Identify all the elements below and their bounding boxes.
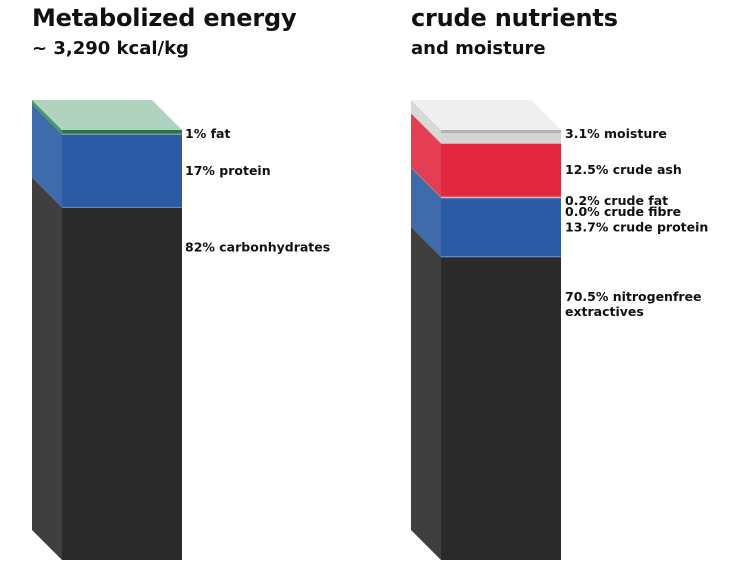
bar-side-3-1-moisture: [411, 100, 441, 144]
bar-top-edge: [62, 130, 182, 133]
bar-front-13-7-crude-protein: [441, 197, 561, 257]
nutrients-stacked-column: 70.5% nitrogenfree extractives 13.7% crude…: [411, 100, 708, 560]
segment-label-12-5-crude-ash: 12.5% crude ash: [565, 162, 682, 177]
segment-label-3-1-moisture: 3.1% moisture: [565, 126, 667, 141]
bar-side-13-7-crude-protein: [411, 167, 441, 257]
chart-subtitle-nutrients: and moisture: [411, 38, 546, 59]
segment-label-13-7-crude-protein: 13.7% crude protein: [565, 219, 708, 234]
bar-front-17-protein: [62, 134, 182, 208]
chart-title-energy: Metabolized energy: [32, 4, 297, 32]
bar-side-17-protein: [32, 104, 62, 208]
bar-top-face: [32, 100, 182, 130]
segment-label-82-carbonhydrates: 82% carbonhydrates: [185, 239, 330, 254]
segment-label-17-protein: 17% protein: [185, 163, 271, 178]
segment-label-0-2-crude-fat: 0.2% crude fat: [565, 193, 668, 208]
segment-label-0-0-crude-fibre: 0.0% crude fibre: [565, 204, 681, 219]
bar-front-70-5-nitrogenfree-extractives: [441, 256, 561, 560]
bar-side-1-fat: [32, 100, 62, 135]
bar-side-70-5-nitrogenfree-extractives: [411, 226, 441, 560]
segment-label-70-5-nitrogenfree-extractives: 70.5% nitrogenfree extractives: [565, 289, 702, 319]
bar-front-12-5-crude-ash: [441, 143, 561, 198]
bar-top-face: [411, 100, 561, 130]
bar-front-0-2-crude-fat: [441, 197, 561, 198]
bar-top-edge: [441, 130, 561, 133]
bar-front-3-1-moisture: [441, 130, 561, 144]
chart-title-nutrients: crude nutrients: [411, 4, 618, 32]
bar-front-82-carbonhydrates: [62, 207, 182, 560]
chart-subtitle-energy: ~ 3,290 kcal/kg: [32, 38, 189, 59]
bar-side-0-2-crude-fat: [411, 167, 441, 198]
bar-side-82-carbonhydrates: [32, 177, 62, 560]
energy-stacked-column: 82% carbonhydrates 17% protein 1% fat: [32, 100, 330, 560]
segment-label-1-fat: 1% fat: [185, 126, 230, 141]
bar-side-12-5-crude-ash: [411, 113, 441, 198]
